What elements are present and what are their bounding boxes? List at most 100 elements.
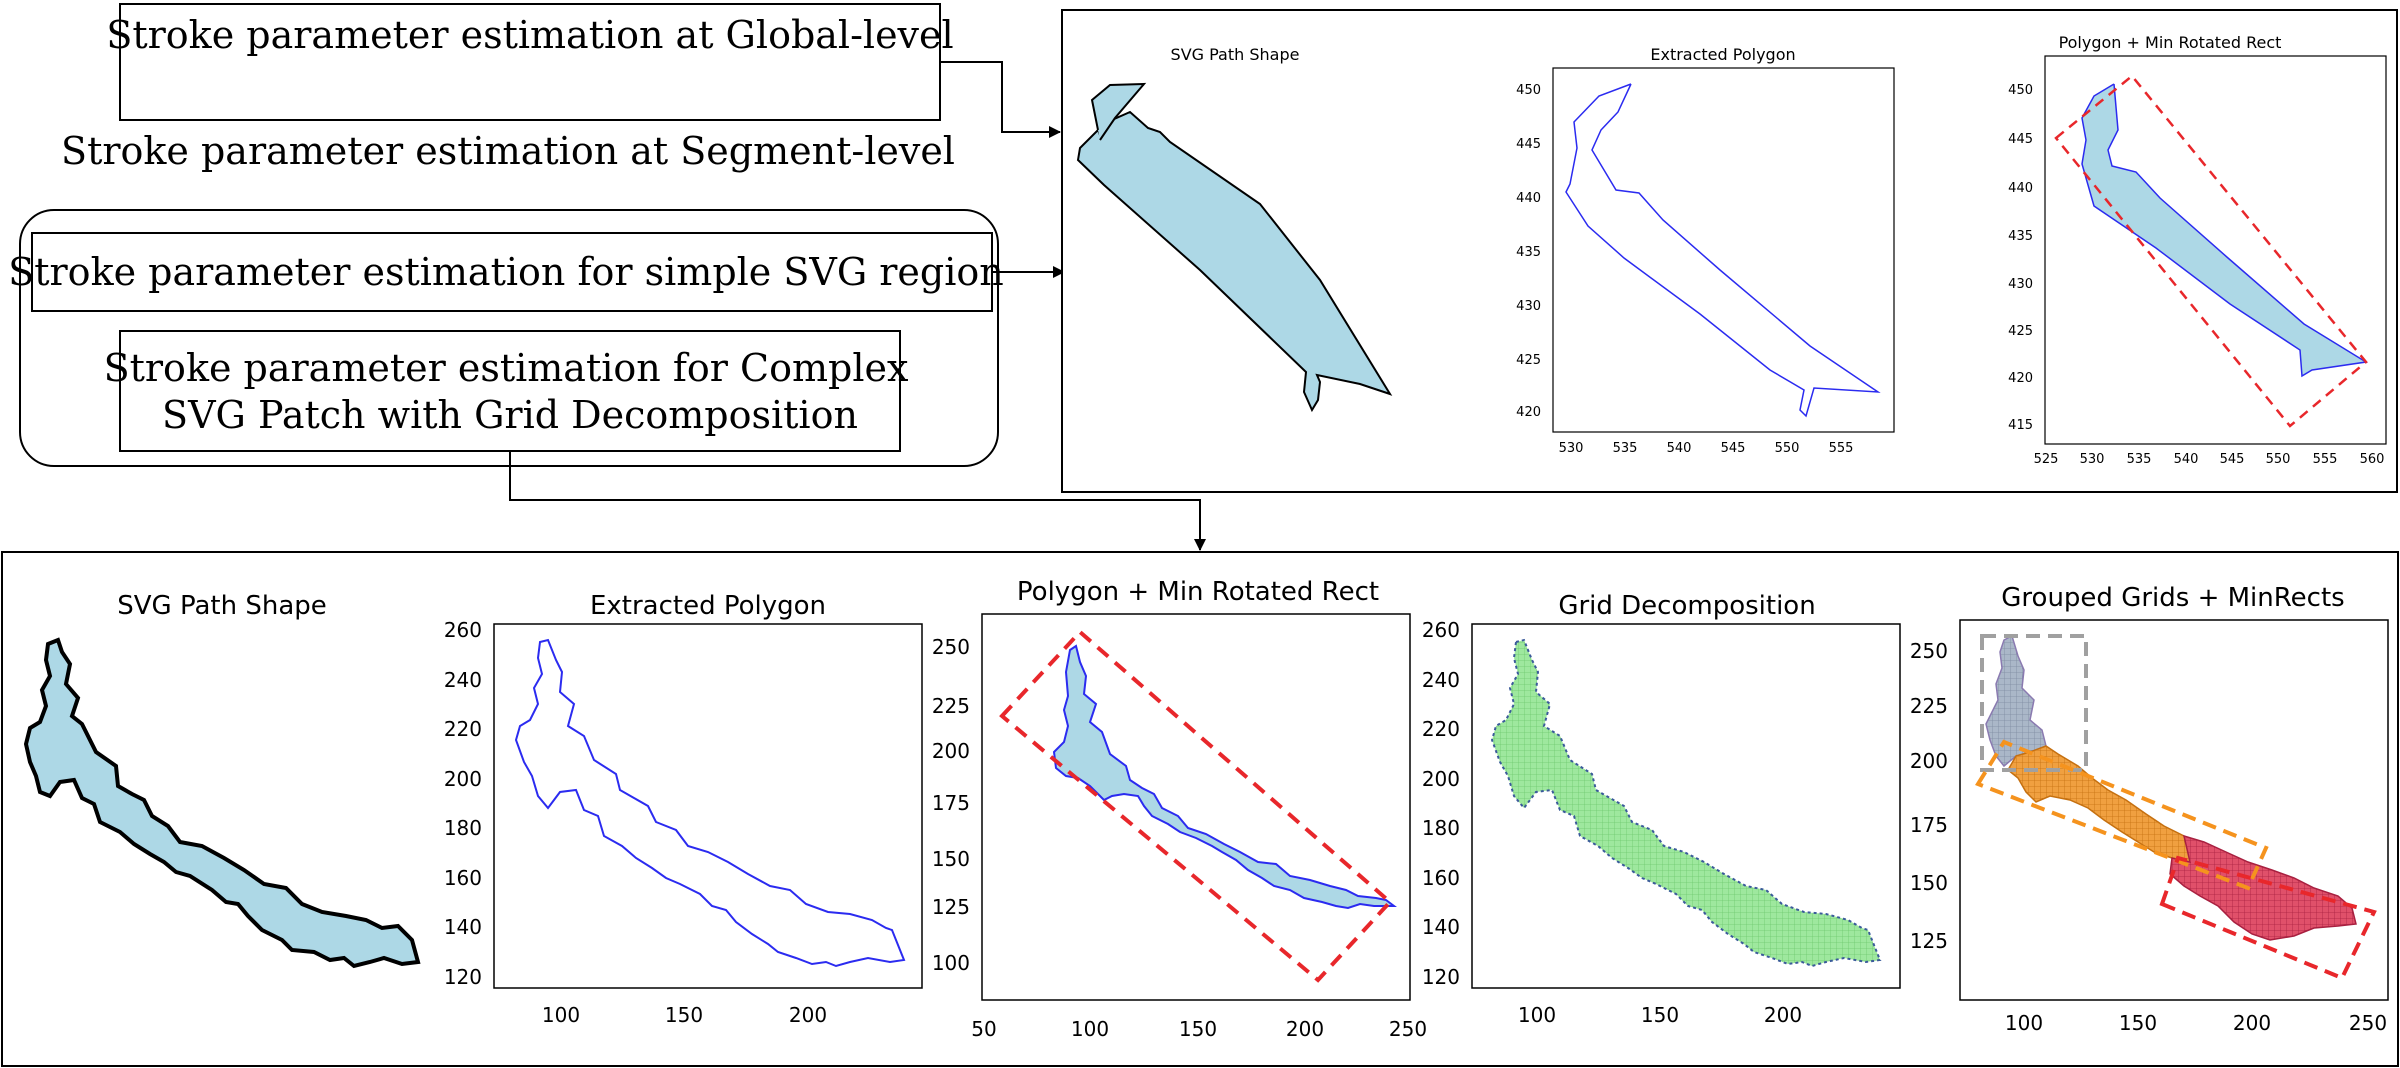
top-svg-shape-tip (1090, 82, 1147, 141)
bottom-minrect-axes (981, 613, 1411, 1001)
svg-text:160: 160 (1422, 866, 1460, 890)
bottom-minrect-yticks: 250 225 200 175 150 125 100 (932, 635, 970, 975)
svg-text:555: 555 (2313, 452, 2338, 467)
svg-text:225: 225 (1910, 694, 1948, 718)
svg-text:540: 540 (2174, 452, 2199, 467)
bottom-grid-yticks: 260 240 220 200 180 160 140 120 (1422, 618, 1460, 989)
svg-text:200: 200 (1286, 1017, 1324, 1041)
svg-text:200: 200 (789, 1003, 827, 1027)
svg-text:560: 560 (2360, 452, 2385, 467)
svg-text:200: 200 (1910, 749, 1948, 773)
svg-text:175: 175 (1910, 813, 1948, 837)
svg-text:260: 260 (444, 618, 482, 642)
svg-text:160: 160 (444, 866, 482, 890)
bottom-minrect-polygon (1052, 644, 1397, 910)
svg-text:180: 180 (1422, 816, 1460, 840)
bottom-grouped-red-region (2169, 834, 2357, 941)
svg-text:525: 525 (2034, 452, 2059, 467)
svg-text:150: 150 (2119, 1011, 2157, 1035)
bottom-extracted-axes (493, 623, 923, 989)
bottom-grouped-xticks: 100 150 200 250 (2005, 1011, 2387, 1035)
complex-patch-label-line1: Stroke parameter estimation for Complex (104, 346, 909, 390)
bottom-grouped-red-rect (2159, 855, 2377, 981)
svg-text:430: 430 (1516, 299, 1541, 314)
svg-text:450: 450 (2008, 83, 2033, 98)
svg-text:220: 220 (1422, 717, 1460, 741)
svg-text:200: 200 (1422, 767, 1460, 791)
svg-text:450: 450 (1516, 83, 1541, 98)
top-minrect-rect (2054, 74, 2368, 428)
svg-text:540: 540 (1667, 441, 1692, 456)
global-level-label: Stroke parameter estimation at Global-le… (106, 13, 953, 57)
bottom-grouped-yticks: 250 225 200 175 150 125 (1910, 639, 1948, 953)
svg-text:200: 200 (932, 739, 970, 763)
svg-text:150: 150 (932, 847, 970, 871)
bottom-grid-region (1490, 638, 1882, 968)
svg-text:240: 240 (1422, 668, 1460, 692)
svg-text:530: 530 (1559, 441, 1584, 456)
svg-text:415: 415 (2008, 418, 2033, 433)
global-level-box (119, 3, 941, 121)
bottom-minrect-title: Polygon + Min Rotated Rect (1017, 577, 1379, 607)
top-svg-shape-title: SVG Path Shape (1171, 45, 1300, 64)
svg-text:250: 250 (1389, 1017, 1427, 1041)
svg-text:425: 425 (2008, 324, 2033, 339)
svg-text:555: 555 (1829, 441, 1854, 456)
bottom-grid-xticks: 100 150 200 (1518, 1003, 1802, 1027)
svg-text:240: 240 (444, 668, 482, 692)
svg-text:120: 120 (444, 965, 482, 989)
bottom-grouped-title: Grouped Grids + MinRects (2001, 583, 2344, 613)
top-minrect-title: Polygon + Min Rotated Rect (2059, 33, 2282, 52)
svg-text:545: 545 (1721, 441, 1746, 456)
svg-text:260: 260 (1422, 618, 1460, 642)
arrow-global-to-top (940, 61, 1061, 138)
bottom-extracted-yticks: 260 240 220 200 180 160 140 120 (444, 618, 482, 989)
svg-text:200: 200 (1764, 1003, 1802, 1027)
top-minrect-axes (2044, 55, 2387, 445)
top-minrect-yticks: 450 445 440 435 430 425 420 415 (2008, 83, 2033, 433)
bottom-extracted-title: Extracted Polygon (590, 591, 826, 621)
bottom-svg-shape-title: SVG Path Shape (117, 591, 327, 621)
top-minrect-polygon (2081, 83, 2369, 378)
complex-patch-label-line2: SVG Patch with Grid Decomposition (162, 393, 858, 437)
svg-text:430: 430 (2008, 277, 2033, 292)
svg-text:100: 100 (1071, 1017, 1109, 1041)
svg-text:550: 550 (2266, 452, 2291, 467)
svg-text:530: 530 (2080, 452, 2105, 467)
svg-text:535: 535 (1613, 441, 1638, 456)
svg-text:220: 220 (444, 717, 482, 741)
top-extracted-xticks: 530 535 540 545 550 555 (1559, 441, 1854, 456)
svg-text:225: 225 (932, 694, 970, 718)
svg-text:440: 440 (1516, 191, 1541, 206)
bottom-grouped-orange-rect (1975, 739, 2269, 891)
svg-text:420: 420 (1516, 405, 1541, 420)
svg-text:550: 550 (1775, 441, 1800, 456)
svg-text:150: 150 (665, 1003, 703, 1027)
svg-text:535: 535 (2127, 452, 2152, 467)
simple-region-box (31, 232, 993, 312)
svg-text:445: 445 (1516, 137, 1541, 152)
svg-text:100: 100 (2005, 1011, 2043, 1035)
bottom-minrect-xticks: 50 100 150 200 250 (971, 1017, 1427, 1041)
svg-text:435: 435 (2008, 229, 2033, 244)
arrow-complex-to-bottom (509, 451, 1206, 551)
bottom-grouped-axes (1959, 619, 2389, 1001)
svg-text:200: 200 (444, 767, 482, 791)
svg-text:100: 100 (1518, 1003, 1556, 1027)
bottom-minrect-rect (999, 629, 1393, 983)
bottom-grid-title: Grid Decomposition (1558, 591, 1815, 621)
svg-text:120: 120 (1422, 965, 1460, 989)
simple-region-label: Stroke parameter estimation for simple S… (8, 250, 1004, 294)
top-extracted-axes (1552, 67, 1895, 433)
top-extracted-yticks: 450 445 440 435 430 425 420 (1516, 83, 1541, 420)
svg-text:100: 100 (542, 1003, 580, 1027)
bottom-svg-shape (23, 637, 421, 969)
svg-text:545: 545 (2220, 452, 2245, 467)
svg-text:445: 445 (2008, 132, 2033, 147)
svg-text:150: 150 (1910, 871, 1948, 895)
svg-text:435: 435 (1516, 245, 1541, 260)
svg-text:140: 140 (444, 915, 482, 939)
bottom-extracted-polygon (514, 638, 906, 968)
svg-text:140: 140 (1422, 915, 1460, 939)
